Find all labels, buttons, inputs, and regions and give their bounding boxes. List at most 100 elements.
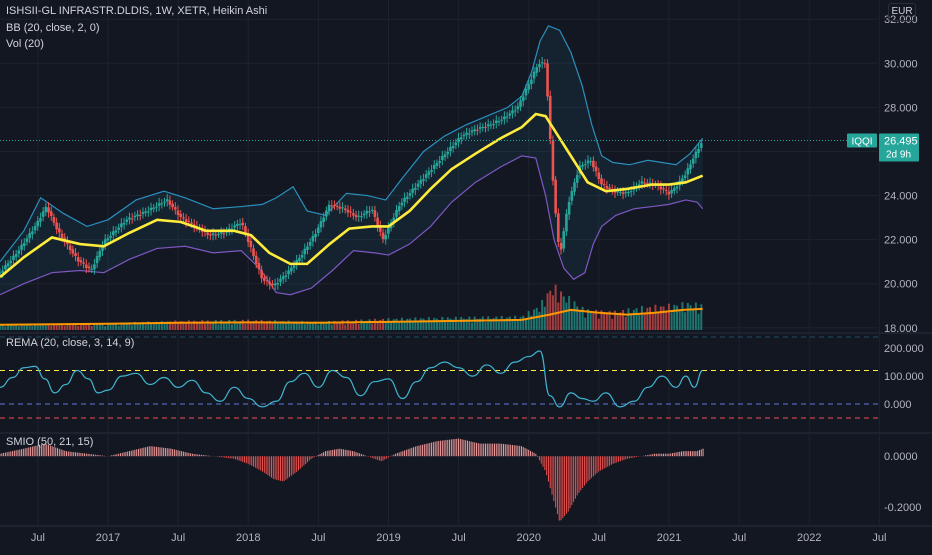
candle-body [438,161,441,163]
volume-bar [344,324,347,330]
candle-body [381,232,385,240]
rema-y-tick: 0.000 [884,399,912,411]
price-tag-countdown: 2d 9h [886,150,911,161]
bb-label[interactable]: BB (20, close, 2, 0) [6,22,100,34]
volume-bar [414,317,417,330]
x-tick-label: 2022 [797,532,821,544]
smio-label[interactable]: SMIO (50, 21, 15) [6,436,94,448]
volume-bar [427,317,430,330]
candle-body [287,270,290,275]
volume-bar [85,324,88,330]
legend-symbol[interactable]: ISHSII-GL INFRASTR.DLDIS, 1W, XETR, Heik… [6,5,267,17]
volume-bar [69,324,72,330]
volume-bar [473,316,476,330]
legend-vol[interactable]: Vol (20) [6,38,44,50]
candle-body [217,233,220,235]
candle-body [6,263,10,267]
volume-bar [39,324,42,330]
candle-body [470,130,474,133]
volume-bar [74,323,77,330]
volume-bar [341,320,344,330]
volume-bar [516,319,519,330]
candle-body [387,227,390,234]
candle-body [484,127,487,129]
volume-bar [425,320,428,330]
candle-body [47,207,50,213]
volume-bar [390,321,393,330]
symbol-title[interactable]: ISHSII-GL INFRASTR.DLDIS, 1W, XETR, Heik… [6,5,268,17]
candle-body [430,170,433,172]
candle-body [500,119,503,121]
candle-body [392,217,396,223]
currency-badge[interactable]: EUR [888,3,916,21]
candle-body [330,205,334,207]
volume-bar [554,284,557,330]
volume-bar [12,324,15,330]
candle-body [481,126,485,128]
volume-bar [484,322,487,330]
candle-body [540,62,544,64]
volume-bar [379,319,382,330]
volume-bar [651,313,654,330]
rema-label[interactable]: REMA (20, close, 3, 14, 9) [6,337,135,349]
y-tick-label: 24.000 [884,191,918,203]
volume-ma-line [0,307,703,326]
volume-bar [66,323,69,330]
volume-bar [595,309,598,330]
candle-body [44,206,48,213]
candle-body [184,219,188,223]
volume-bar [692,308,695,330]
candle-body [206,232,209,235]
x-tick-label: Jul [872,532,886,544]
volume-bar [303,324,306,330]
legend-rema[interactable]: REMA (20, close, 3, 14, 9) [6,337,134,349]
volume-bar [578,310,581,330]
candle-body [52,216,56,223]
volume-bar [700,304,703,330]
volume-bar [676,305,679,330]
volume-bar [217,324,220,330]
candle-body [589,161,592,163]
candle-body [554,179,557,214]
candle-body [511,110,514,114]
volume-bar [193,320,196,330]
candle-body [230,228,234,230]
candle-body [662,188,665,190]
volume-bar [263,322,266,330]
volume-bar [546,293,549,330]
candle-body [519,100,522,107]
volume-bar [632,309,635,330]
volume-bar [125,323,128,330]
candle-body [562,231,566,249]
volume-bar [508,316,511,330]
candle-body [176,210,180,216]
candle-body [233,225,236,228]
candle-body [473,129,477,132]
volume-bar [646,307,649,330]
candle-body [71,249,75,254]
volume-bar [355,319,358,330]
volume-bar [530,315,533,330]
volume-bar [365,320,368,330]
candle-body [117,227,120,230]
candle-body [683,175,687,179]
volume-bar [522,315,525,330]
candle-body [300,254,304,258]
legend-bb[interactable]: BB (20, close, 2, 0) [6,22,100,34]
volume-bar [271,323,274,330]
volume-bar [222,321,225,330]
x-tick-label: 2019 [376,532,400,544]
volume-bar [319,321,322,330]
vol-label[interactable]: Vol (20) [6,38,44,50]
candle-body [338,206,342,209]
candle-body [573,182,576,192]
volume-bar [287,320,290,330]
volume-bar [298,323,301,330]
y-tick-label: 30.000 [884,58,918,70]
candle-body [209,234,212,236]
volume-bar [166,321,169,330]
candle-body [397,205,401,212]
legend-smio[interactable]: SMIO (50, 21, 15) [6,436,93,448]
candle-body [565,213,568,232]
